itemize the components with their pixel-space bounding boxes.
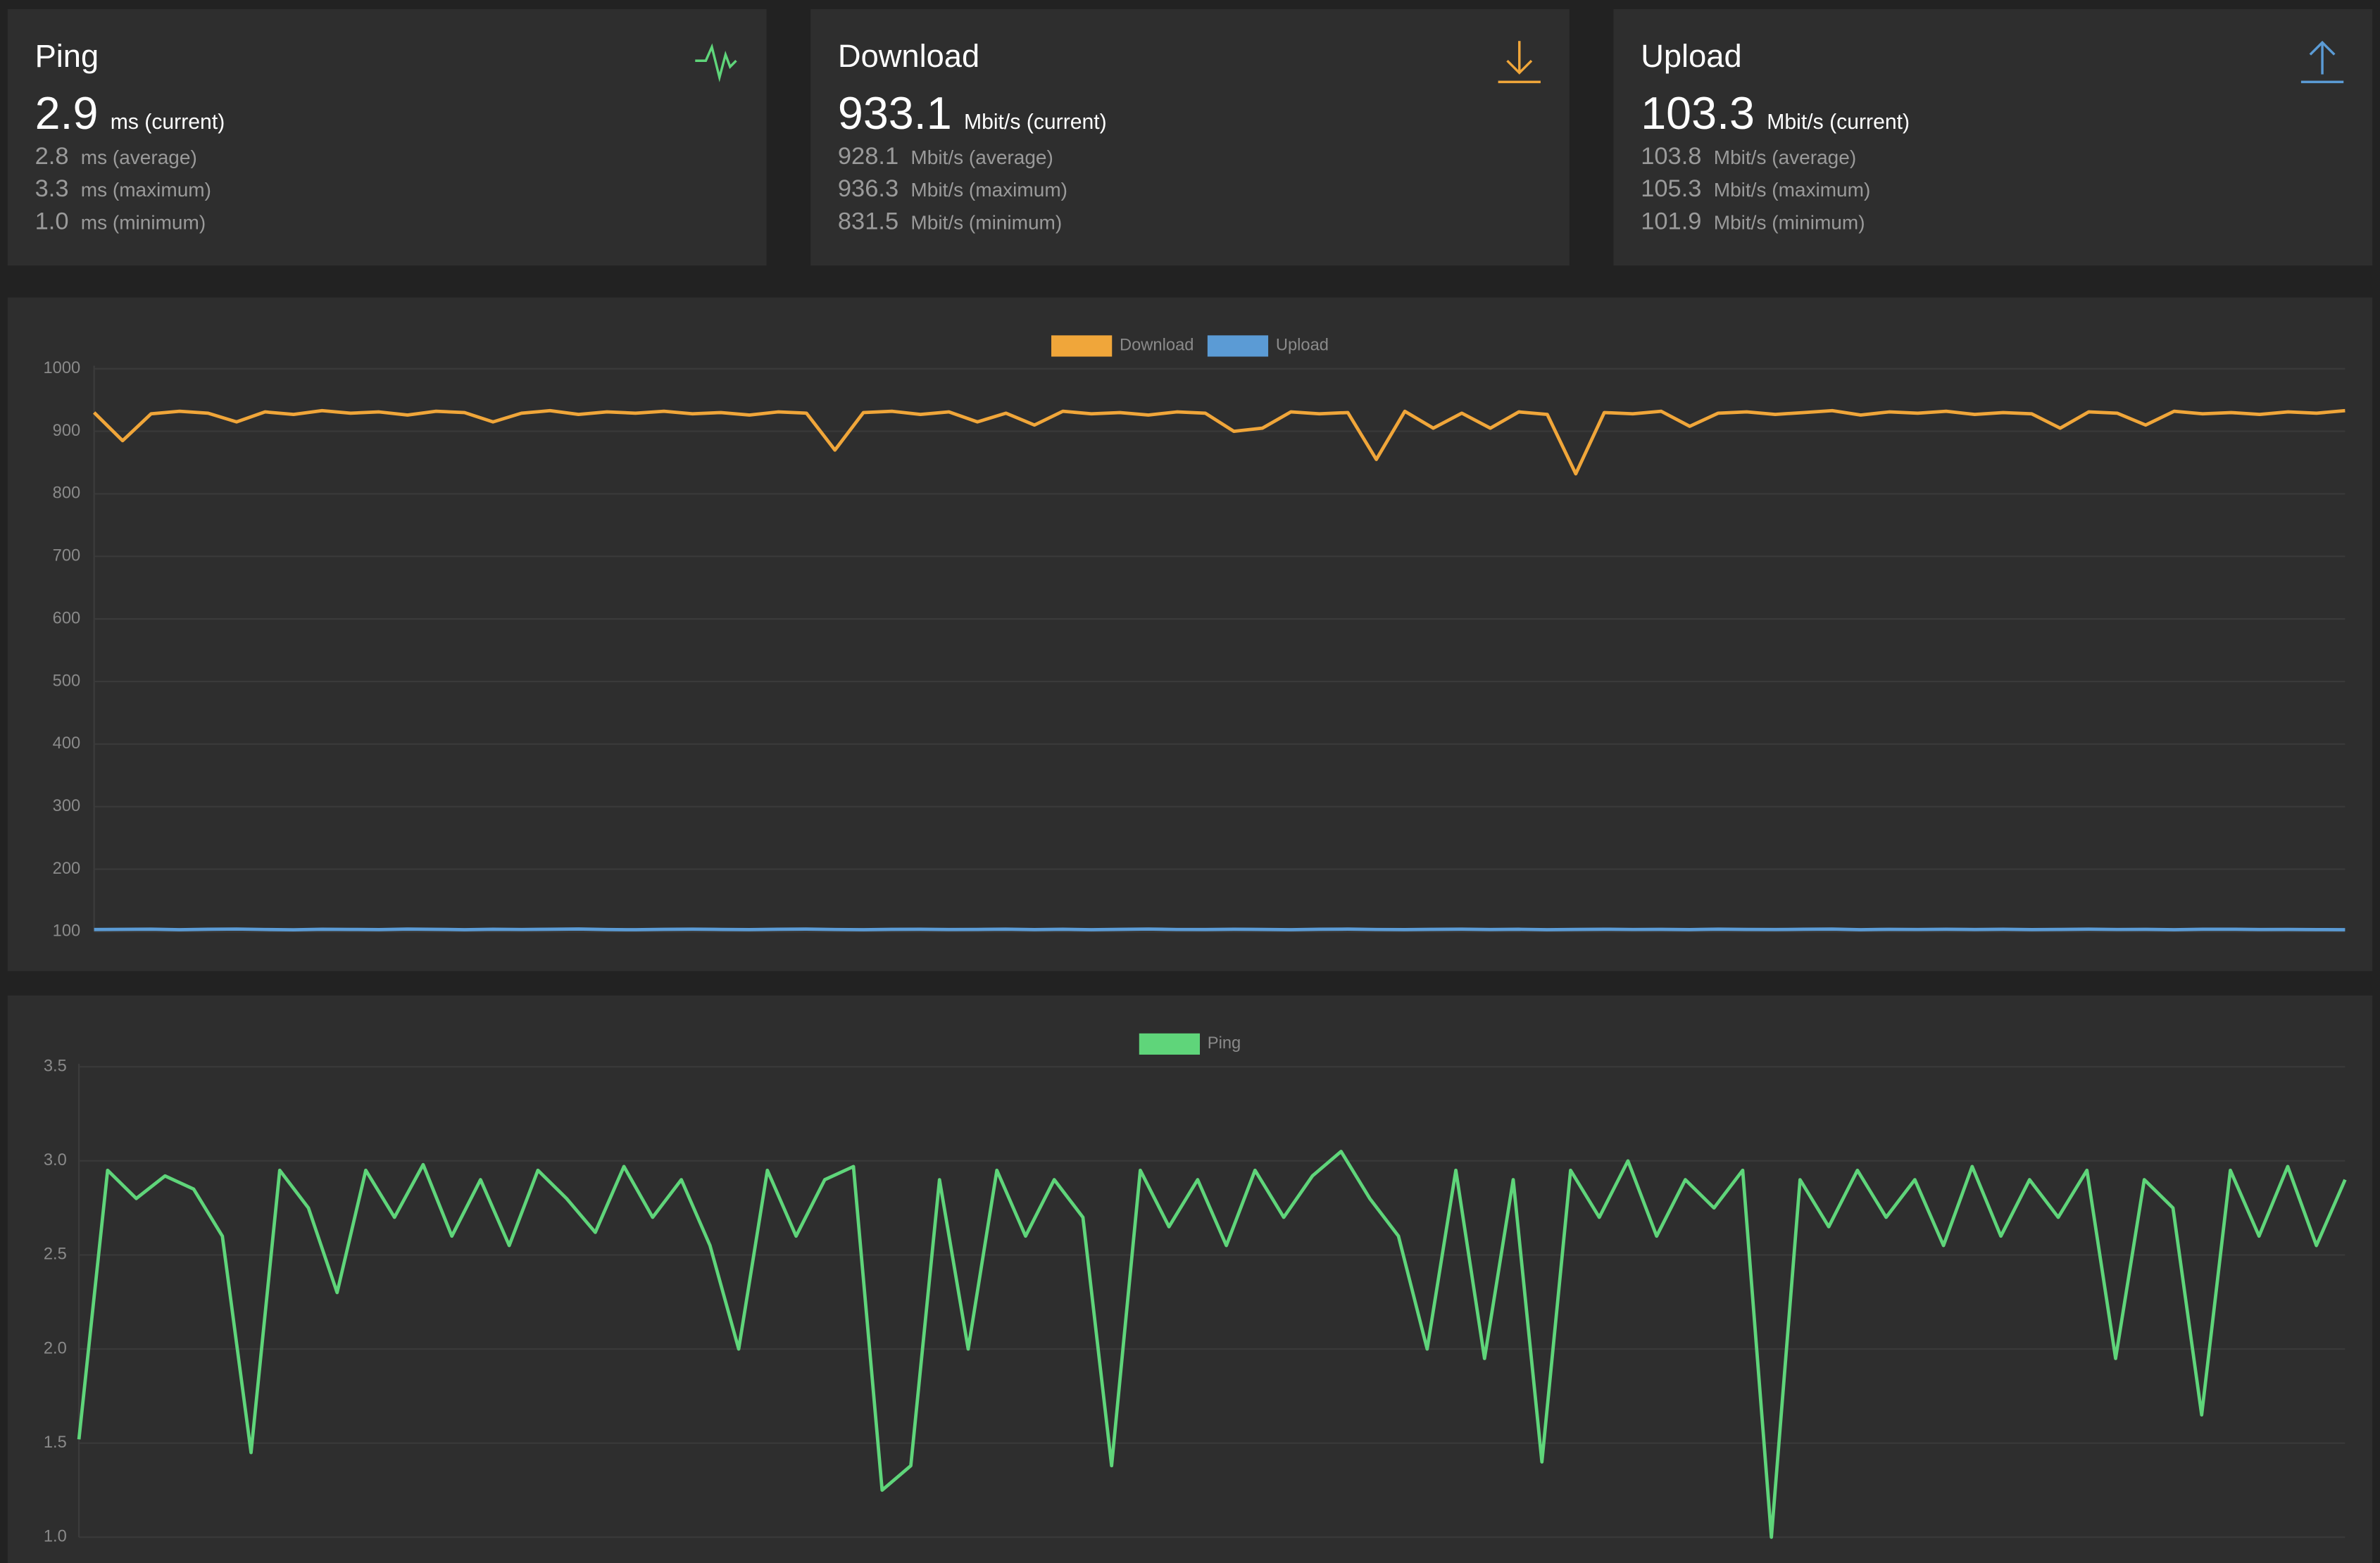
stat-value: 936.3 xyxy=(838,175,898,202)
stat-line: 936.3 Mbit/s (maximum) xyxy=(838,175,1067,202)
y-tick-label: 1000 xyxy=(44,359,81,377)
y-tick-label: 3.5 xyxy=(44,1057,67,1075)
stat-label: Mbit/s (average) xyxy=(1714,146,1856,168)
card-title: Upload xyxy=(1641,38,1741,74)
stat-label: Mbit/s (minimum) xyxy=(1714,211,1865,233)
stat-label: Mbit/s (maximum) xyxy=(1714,179,1871,201)
y-tick-label: 300 xyxy=(53,797,81,815)
card-panel xyxy=(810,8,1570,266)
stat-value: 105.3 xyxy=(1641,175,1701,202)
legend-label: Upload xyxy=(1276,337,1329,355)
current-value: 2.9 xyxy=(35,87,99,139)
stat-line: 1.0 ms (minimum) xyxy=(35,208,206,234)
legend-swatch xyxy=(1139,1033,1200,1055)
stat-value: 3.3 xyxy=(35,175,69,202)
current-label: Mbit/s (current) xyxy=(964,111,1107,134)
upload-icon xyxy=(2300,40,2344,84)
stat-line: 2.8 ms (average) xyxy=(35,143,197,170)
download-icon xyxy=(1498,41,1541,84)
stat-line: 105.3 Mbit/s (maximum) xyxy=(1641,175,1870,202)
y-tick-label: 200 xyxy=(53,860,81,878)
legend-swatch xyxy=(1051,335,1113,357)
y-tick-label: 3.0 xyxy=(44,1151,67,1169)
y-tick-label: 900 xyxy=(53,422,81,440)
current-line: 933.1 Mbit/s (current) xyxy=(838,87,1107,139)
series-line xyxy=(77,1150,2347,1539)
series-line xyxy=(92,408,2345,476)
y-tick-label: 2.5 xyxy=(44,1245,67,1264)
stat-value: 831.5 xyxy=(838,208,898,234)
card-panel xyxy=(7,8,767,266)
stat-label: ms (maximum) xyxy=(81,179,211,201)
y-tick-label: 400 xyxy=(53,734,81,753)
stat-label: Mbit/s (minimum) xyxy=(910,211,1062,233)
stat-label: Mbit/s (average) xyxy=(910,146,1053,168)
stat-value: 101.9 xyxy=(1641,208,1701,234)
stat-label: ms (average) xyxy=(81,146,197,168)
chart-panel xyxy=(7,995,2373,1563)
current-value: 933.1 xyxy=(838,87,952,139)
stat-value: 928.1 xyxy=(838,143,898,170)
y-tick-label: 800 xyxy=(53,484,81,503)
y-tick-label: 1.5 xyxy=(44,1433,67,1452)
y-tick-label: 2.0 xyxy=(44,1339,67,1357)
legend-label: Ping xyxy=(1208,1034,1241,1053)
chart-panel xyxy=(7,297,2373,972)
stat-value: 103.8 xyxy=(1641,143,1701,170)
legend-label: Download xyxy=(1120,337,1194,355)
y-tick-label: 600 xyxy=(53,609,81,627)
current-label: ms (current) xyxy=(111,111,225,134)
current-line: 2.9 ms (current) xyxy=(35,87,225,139)
y-tick-label: 1.0 xyxy=(44,1528,67,1546)
current-line: 103.3 Mbit/s (current) xyxy=(1641,87,1910,139)
y-tick-label: 100 xyxy=(53,922,81,941)
stat-line: 103.8 Mbit/s (average) xyxy=(1641,143,1856,170)
current-value: 103.3 xyxy=(1641,87,1755,139)
stat-value: 1.0 xyxy=(35,208,69,234)
current-label: Mbit/s (current) xyxy=(1767,111,1910,134)
y-tick-label: 700 xyxy=(53,547,81,565)
stat-label: Mbit/s (maximum) xyxy=(910,179,1067,201)
stat-line: 3.3 ms (maximum) xyxy=(35,175,211,202)
ping-icon xyxy=(695,43,737,82)
card-panel xyxy=(1613,8,2373,266)
stat-label: ms (minimum) xyxy=(81,211,206,233)
y-tick-label: 500 xyxy=(53,672,81,690)
stat-value: 2.8 xyxy=(35,143,69,170)
stat-line: 831.5 Mbit/s (minimum) xyxy=(838,208,1062,234)
legend: Ping xyxy=(1139,1033,1241,1055)
legend: Download Upload xyxy=(1051,335,1329,357)
card-title: Download xyxy=(838,38,979,74)
stat-line: 928.1 Mbit/s (average) xyxy=(838,143,1053,170)
card-title: Ping xyxy=(35,38,99,74)
stat-line: 101.9 Mbit/s (minimum) xyxy=(1641,208,1865,234)
legend-swatch xyxy=(1207,335,1269,357)
